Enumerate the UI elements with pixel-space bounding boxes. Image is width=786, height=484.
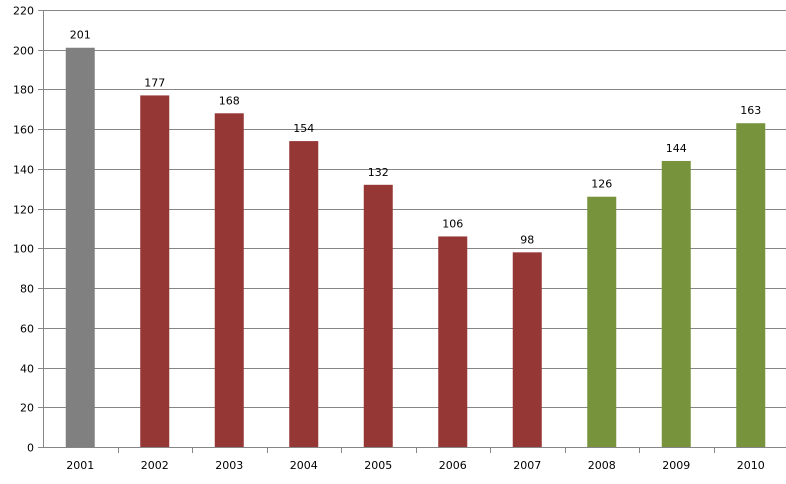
x-tick-label: 2001	[66, 459, 94, 472]
bars	[65, 47, 766, 448]
y-tick-label: 60	[20, 323, 34, 336]
y-tick-label: 40	[20, 363, 34, 376]
x-tick-label: 2003	[215, 459, 243, 472]
data-label: 201	[70, 29, 91, 42]
bar-2003	[214, 113, 244, 448]
data-label: 144	[666, 142, 687, 155]
y-tick-label: 180	[13, 84, 34, 97]
labels: 0 20 40 60 80 100 120 140 160 180 200 220 2001 201 200…	[13, 5, 765, 473]
data-label: 154	[293, 122, 314, 135]
data-label: 98	[520, 233, 534, 246]
y-tick-label: 80	[20, 283, 34, 296]
y-tick-label: 120	[13, 204, 34, 217]
data-label: 132	[368, 166, 389, 179]
y-tick-label: 200	[13, 45, 34, 58]
bar-2007	[512, 252, 542, 447]
x-tick-label: 2006	[439, 459, 467, 472]
bar-2005	[363, 184, 393, 448]
bar-2006	[438, 236, 468, 447]
x-tick-label: 2004	[290, 459, 318, 472]
data-label: 163	[740, 104, 761, 117]
y-tick-label: 220	[13, 5, 34, 18]
x-tick-label: 2008	[588, 459, 616, 472]
x-tick-label: 2007	[513, 459, 541, 472]
bar-2010	[736, 123, 766, 448]
bar-2002	[140, 95, 170, 447]
x-tick-label: 2009	[662, 459, 690, 472]
bar-2009	[661, 160, 691, 448]
y-tick-label: 0	[27, 442, 34, 455]
x-tick-label: 2010	[737, 459, 765, 472]
x-tick-label: 2002	[141, 459, 169, 472]
y-tick-label: 160	[13, 124, 34, 137]
data-label: 126	[591, 178, 612, 191]
y-tick-label: 100	[13, 243, 34, 256]
data-label: 177	[144, 76, 165, 89]
data-label: 106	[442, 217, 463, 230]
bar-2008	[587, 196, 617, 447]
bar-2001	[65, 47, 95, 448]
bar-2004	[289, 141, 319, 447]
y-tick-label: 140	[13, 164, 34, 177]
x-tick-label: 2005	[364, 459, 392, 472]
y-tick-label: 20	[20, 402, 34, 415]
axes	[38, 10, 786, 453]
data-label: 168	[219, 94, 240, 107]
